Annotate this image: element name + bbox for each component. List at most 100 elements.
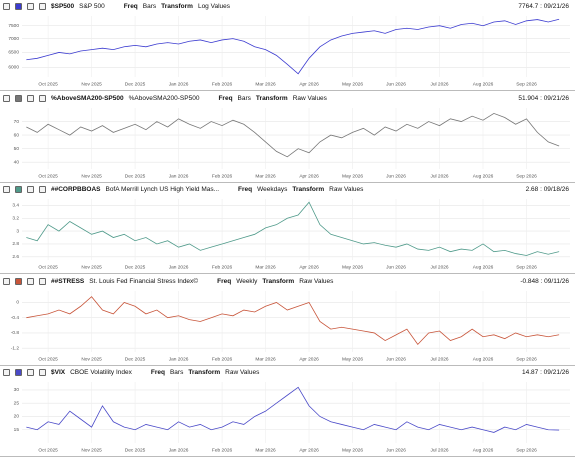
color-swatch[interactable] — [15, 369, 22, 376]
last-value: 51.904 : 09/21/26 — [518, 94, 569, 102]
y-tick-label: 3 — [16, 228, 19, 234]
transform-value[interactable]: Log Values — [197, 3, 230, 10]
x-tick-label: Jun 2026 — [386, 173, 406, 179]
last-value: 2.68 : 09/18/26 — [525, 186, 569, 193]
refresh-button[interactable] — [27, 94, 34, 102]
x-tick-label: Feb 2026 — [212, 81, 233, 87]
settings-button[interactable] — [3, 94, 10, 102]
settings-button[interactable] — [3, 3, 10, 10]
freq-value[interactable]: Weekdays — [257, 186, 288, 193]
x-tick-label: Oct 2025 — [38, 173, 58, 179]
close-button[interactable] — [39, 277, 46, 285]
y-tick-label: 30 — [14, 387, 20, 393]
x-tick-label: Dec 2025 — [125, 173, 146, 179]
series-title: %AboveSMA200-SP500 — [128, 94, 200, 102]
ticker: %AboveSMA200-SP500 — [51, 94, 124, 102]
color-swatch[interactable] — [15, 3, 22, 10]
y-tick-label: 20 — [14, 414, 20, 420]
settings-button[interactable] — [3, 186, 10, 193]
freq-value[interactable]: Bars — [169, 369, 184, 376]
x-tick-label: Feb 2026 — [212, 356, 233, 362]
close-button[interactable] — [39, 369, 46, 376]
x-tick-label: Oct 2025 — [38, 447, 58, 453]
x-tick-label: May 2026 — [342, 264, 363, 270]
x-tick-label: Nov 2025 — [81, 173, 102, 179]
x-tick-label: Jul 2026 — [430, 264, 448, 270]
chart-panel: ##STRESS St. Louis Fed Financial Stress I… — [0, 275, 575, 366]
x-tick-label: Nov 2025 — [81, 356, 102, 362]
x-tick-label: Mar 2026 — [255, 447, 276, 453]
y-tick-label: -0.4 — [11, 314, 20, 320]
freq-value[interactable]: Weekly — [236, 277, 258, 285]
y-tick-label: 2.8 — [12, 241, 19, 247]
transform-label: Transform — [161, 3, 193, 10]
x-tick-label: Mar 2026 — [255, 264, 276, 270]
x-tick-label: Jun 2026 — [386, 356, 406, 362]
close-button[interactable] — [39, 186, 46, 193]
color-swatch[interactable] — [15, 277, 22, 285]
chart: 6000 6500 7000 7500 Oct 2025 Nov 2025 Dec 2025… — [8, 16, 570, 87]
x-tick-label: Dec 2025 — [125, 264, 146, 270]
x-tick-label: May 2026 — [342, 447, 363, 453]
transform-value[interactable]: Raw Values — [225, 369, 260, 376]
x-tick-label: Jan 2026 — [169, 264, 189, 270]
transform-label: Transform — [292, 186, 325, 193]
x-tick-label: Jan 2026 — [169, 173, 189, 179]
x-tick-label: Mar 2026 — [255, 356, 276, 362]
y-tick-label: -0.8 — [11, 330, 20, 336]
x-tick-label: Jun 2026 — [386, 81, 406, 87]
ticker: ##CORPBBOAS — [51, 186, 101, 193]
x-tick-label: Nov 2025 — [81, 447, 102, 453]
y-tick-label: 15 — [14, 427, 20, 433]
transform-value[interactable]: Raw Values — [299, 277, 334, 285]
x-tick-label: Feb 2026 — [212, 447, 233, 453]
chart: 40 50 60 70 Oct 2025 Nov 2025 Dec 2025 Jan 2026… — [14, 107, 570, 179]
refresh-button[interactable] — [27, 277, 34, 285]
y-tick-label: 25 — [14, 400, 20, 406]
chart-panel: ##CORPBBOAS BofA Merrill Lynch US High Yi… — [0, 183, 575, 274]
color-swatch[interactable] — [15, 186, 22, 193]
x-tick-label: Apr 2026 — [299, 81, 319, 87]
x-tick-label: Sep 2026 — [516, 447, 537, 453]
refresh-button[interactable] — [27, 369, 34, 376]
freq-label: Freq — [150, 369, 165, 376]
transform-value[interactable]: Raw Values — [292, 94, 327, 102]
refresh-button[interactable] — [27, 186, 34, 193]
close-button[interactable] — [39, 94, 46, 102]
transform-label: Transform — [188, 369, 221, 376]
panel-header: $SP500 S&P 500 Freq Bars Transform Log Values… — [0, 0, 575, 13]
chart: 2.6 2.8 3 3.2 3.4 Oct 2025 Nov 2025 Dec 2025 Jan… — [12, 199, 570, 270]
series-title: BofA Merrill Lynch US High Yield Mas... — [105, 186, 220, 193]
x-tick-label: Jul 2026 — [430, 356, 448, 362]
x-tick-label: Jun 2026 — [386, 264, 406, 270]
y-tick-label: 7000 — [8, 36, 19, 42]
panel-header: ##CORPBBOAS BofA Merrill Lynch US High Yi… — [0, 183, 575, 196]
panel-header: %AboveSMA200-SP500 %AboveSMA200-SP500 Freq… — [0, 92, 575, 105]
x-tick-label: Aug 2026 — [473, 447, 494, 453]
x-tick-label: May 2026 — [342, 173, 363, 179]
freq-value[interactable]: Bars — [142, 3, 157, 10]
settings-button[interactable] — [3, 369, 10, 376]
settings-button[interactable] — [3, 277, 10, 285]
close-button[interactable] — [39, 3, 46, 10]
x-tick-label: Oct 2025 — [38, 81, 58, 87]
freq-label: Freq — [123, 3, 138, 10]
refresh-button[interactable] — [27, 3, 34, 10]
x-tick-label: Sep 2026 — [516, 173, 537, 179]
y-tick-label: 40 — [14, 159, 20, 165]
x-tick-label: Sep 2026 — [516, 81, 537, 87]
freq-value[interactable]: Bars — [237, 94, 251, 102]
y-tick-label: 50 — [14, 145, 20, 151]
x-tick-label: Sep 2026 — [516, 356, 537, 362]
chart-panel: %AboveSMA200-SP500 %AboveSMA200-SP500 Freq… — [0, 92, 575, 183]
x-tick-label: Nov 2025 — [81, 81, 102, 87]
x-tick-label: Apr 2026 — [299, 264, 319, 270]
series-line — [26, 18, 560, 75]
x-tick-label: Apr 2026 — [299, 356, 319, 362]
x-tick-label: Jul 2026 — [430, 81, 448, 87]
transform-value[interactable]: Raw Values — [329, 186, 364, 193]
x-tick-label: Nov 2025 — [81, 264, 102, 270]
x-tick-label: Aug 2026 — [473, 356, 494, 362]
color-swatch[interactable] — [15, 94, 22, 102]
